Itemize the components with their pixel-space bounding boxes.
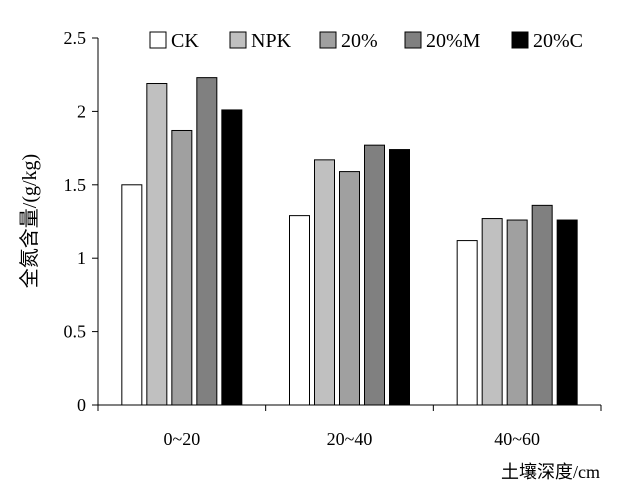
- axes: 土壤深度/cm 全氮含量/(g/kg) 0 0.5 1 1.5 2 2.5 0~20 20~4…: [18, 28, 602, 482]
- bar-20%M-0~20: [196, 77, 218, 406]
- bar-20%C-0~20: [221, 109, 243, 406]
- bar-CK-0~20: [121, 184, 143, 406]
- y-tick-label: 2.5: [64, 28, 87, 48]
- x-tick-label: 20~40: [327, 429, 373, 449]
- legend: CK NPK 20% 20%M 20%C: [149, 30, 583, 52]
- x-tick-label: 40~60: [494, 429, 540, 449]
- bar-20%C-20~40: [389, 149, 410, 406]
- bar-CK-20~40: [289, 215, 310, 406]
- legend-label: 20%M: [426, 30, 481, 52]
- x-tick-label: 0~20: [163, 429, 200, 449]
- legend-label: 20%C: [533, 30, 583, 52]
- bar-20%-0~20: [171, 129, 193, 406]
- legend-swatch: [404, 31, 422, 49]
- bar-20%-20~40: [339, 171, 360, 406]
- bar-NPK-40~60: [481, 218, 503, 406]
- bar-20%M-40~60: [531, 204, 553, 406]
- legend-label: 20%: [341, 30, 378, 52]
- legend-swatch: [319, 31, 337, 49]
- bar-NPK-0~20: [146, 83, 168, 406]
- bar-CK-40~60: [456, 240, 478, 406]
- y-tick-label: 1: [77, 248, 86, 268]
- legend-swatch: [229, 31, 247, 49]
- plot-area: [121, 77, 578, 406]
- y-tick-label: 2: [77, 101, 86, 121]
- bar-20%-40~60: [506, 219, 528, 406]
- bar-20%M-20~40: [364, 144, 385, 406]
- y-tick-label: 1.5: [64, 175, 87, 195]
- legend-swatch: [149, 31, 167, 49]
- x-axis-label: 土壤深度/cm: [501, 462, 600, 482]
- y-tick-label: 0: [77, 395, 86, 415]
- legend-swatch: [511, 31, 529, 49]
- bar-NPK-20~40: [314, 159, 335, 406]
- legend-label: CK: [171, 30, 199, 52]
- legend-label: NPK: [251, 30, 292, 52]
- bar-20%C-40~60: [556, 219, 578, 406]
- y-axis-label: 全氮含量/(g/kg): [18, 154, 41, 288]
- y-tick-label: 0.5: [64, 322, 87, 342]
